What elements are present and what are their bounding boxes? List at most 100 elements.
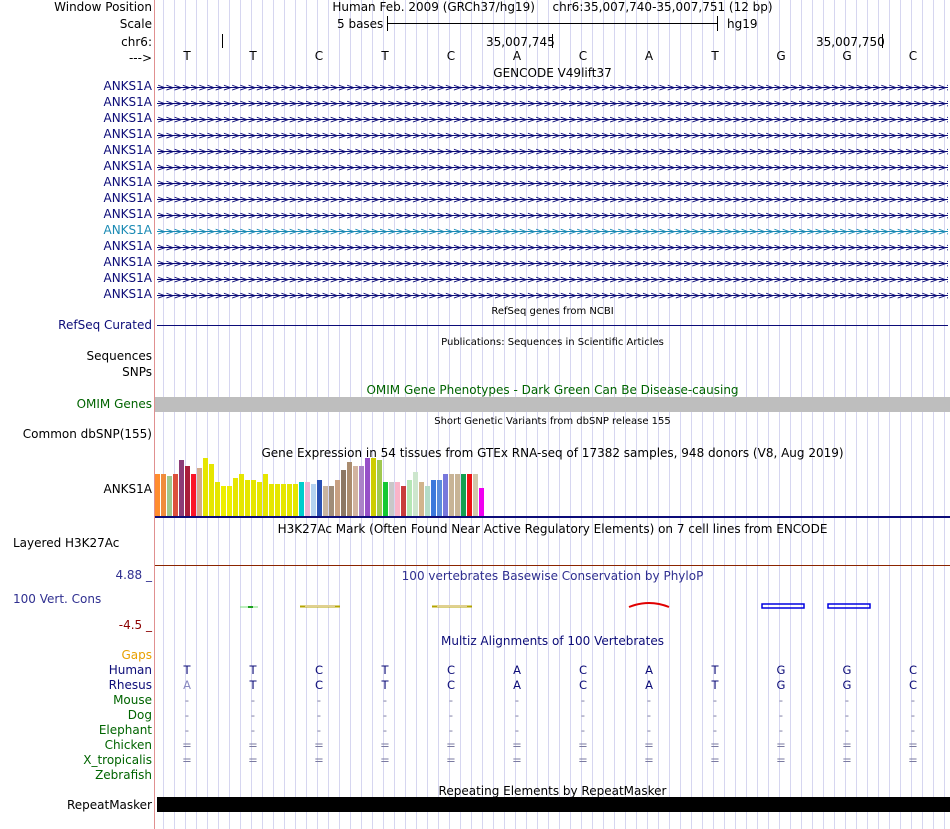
gtex-tissue-bar[interactable] <box>431 480 436 516</box>
repeatmasker-track-label[interactable]: RepeatMasker <box>66 798 152 812</box>
transcript-line[interactable] <box>157 167 948 168</box>
omim-gene-bar[interactable] <box>155 397 950 412</box>
chromosome-label[interactable]: chr6: <box>121 35 152 49</box>
gtex-tissue-bar[interactable] <box>389 482 394 516</box>
gtex-tissue-bar[interactable] <box>203 458 208 516</box>
species-label-rhesus[interactable]: Rhesus <box>108 678 152 692</box>
gene-track-label[interactable]: ANKS1A <box>103 79 152 93</box>
gtex-tissue-bar[interactable] <box>293 484 298 516</box>
gtex-tissue-bar[interactable] <box>281 484 286 516</box>
gtex-tissue-bar[interactable] <box>461 474 466 516</box>
gene-track-label[interactable]: ANKS1A <box>103 191 152 205</box>
gene-track-label[interactable]: ANKS1A <box>103 159 152 173</box>
gtex-tissue-bar[interactable] <box>407 480 412 516</box>
refseq-track-label[interactable]: RefSeq Curated <box>58 318 152 332</box>
strand-toggle[interactable]: ---> <box>128 51 152 65</box>
gtex-tissue-bar[interactable] <box>377 460 382 516</box>
gene-track-label[interactable]: ANKS1A <box>103 207 152 221</box>
gtex-tissue-bar[interactable] <box>191 474 196 516</box>
gtex-bar-chart[interactable] <box>155 458 555 516</box>
gtex-tissue-bar[interactable] <box>287 484 292 516</box>
transcript-line[interactable] <box>157 199 948 200</box>
gtex-tissue-bar[interactable] <box>479 488 484 516</box>
gene-track-label[interactable]: ANKS1A <box>103 271 152 285</box>
species-label-zebrafish[interactable]: Zebrafish <box>95 768 152 782</box>
gtex-tissue-bar[interactable] <box>317 480 322 516</box>
transcript-line[interactable] <box>157 135 948 136</box>
gtex-tissue-bar[interactable] <box>329 486 334 516</box>
gtex-tissue-bar[interactable] <box>335 480 340 516</box>
gene-track-label[interactable]: ANKS1A <box>103 127 152 141</box>
gtex-tissue-bar[interactable] <box>239 474 244 516</box>
gene-track-label[interactable]: ANKS1A <box>103 175 152 189</box>
gene-track-label[interactable]: ANKS1A <box>103 95 152 109</box>
gene-track-label[interactable]: ANKS1A <box>103 143 152 157</box>
gtex-tissue-bar[interactable] <box>173 474 178 516</box>
transcript-line[interactable] <box>157 279 948 280</box>
gtex-tissue-bar[interactable] <box>215 482 220 516</box>
transcript-line[interactable] <box>157 151 948 152</box>
transcript-line[interactable] <box>157 263 948 264</box>
gtex-tissue-bar[interactable] <box>473 474 478 516</box>
transcript-line[interactable] <box>157 87 948 88</box>
gene-track-label[interactable]: ANKS1A <box>103 239 152 253</box>
gtex-tissue-bar[interactable] <box>275 484 280 516</box>
transcript-line[interactable] <box>157 215 948 216</box>
gene-track-label-highlighted[interactable]: ANKS1A <box>103 223 152 237</box>
gtex-tissue-bar[interactable] <box>263 474 268 516</box>
gtex-tissue-bar[interactable] <box>179 460 184 516</box>
gtex-tissue-bar[interactable] <box>419 482 424 516</box>
gtex-tissue-bar[interactable] <box>443 474 448 516</box>
gene-track-label[interactable]: ANKS1A <box>103 111 152 125</box>
h3k27ac-track-label[interactable]: Layered H3K27Ac <box>13 536 120 550</box>
sequences-track-label[interactable]: Sequences <box>86 349 152 363</box>
transcript-line[interactable] <box>157 295 948 296</box>
gtex-tissue-bar[interactable] <box>359 466 364 516</box>
gtex-tissue-bar[interactable] <box>323 486 328 516</box>
gtex-tissue-bar[interactable] <box>221 486 226 516</box>
gtex-tissue-bar[interactable] <box>371 458 376 516</box>
gtex-tissue-bar[interactable] <box>161 474 166 516</box>
gene-track-label[interactable]: ANKS1A <box>103 255 152 269</box>
gtex-tissue-bar[interactable] <box>209 464 214 516</box>
gtex-tissue-bar[interactable] <box>257 482 262 516</box>
snps-track-label[interactable]: SNPs <box>122 365 152 379</box>
species-label-elephant[interactable]: Elephant <box>98 723 152 737</box>
gtex-tissue-bar[interactable] <box>437 480 442 516</box>
transcript-line[interactable] <box>157 103 948 104</box>
gtex-tissue-bar[interactable] <box>185 466 190 516</box>
gtex-tissue-bar[interactable] <box>305 482 310 516</box>
transcript-line[interactable] <box>157 119 948 120</box>
gtex-tissue-bar[interactable] <box>269 484 274 516</box>
species-label-mouse[interactable]: Mouse <box>113 693 152 707</box>
transcript-line[interactable] <box>157 247 948 248</box>
dbsnp-track-label[interactable]: Common dbSNP(155) <box>22 427 152 441</box>
refseq-gene-line[interactable] <box>157 325 948 326</box>
species-label-x-tropicalis[interactable]: X_tropicalis <box>83 753 152 767</box>
cons-track-label[interactable]: 100 Vert. Cons <box>13 592 102 606</box>
track-image-area[interactable]: Human Feb. 2009 (GRCh37/hg19) chr6:35,00… <box>155 0 950 829</box>
gtex-tissue-bar[interactable] <box>299 482 304 516</box>
gtex-tissue-bar[interactable] <box>251 480 256 516</box>
gtex-tissue-bar[interactable] <box>311 484 316 516</box>
gtex-tissue-bar[interactable] <box>341 470 346 516</box>
gtex-tissue-bar[interactable] <box>197 468 202 516</box>
gtex-tissue-bar[interactable] <box>227 486 232 516</box>
species-label-human[interactable]: Human <box>108 663 152 677</box>
gtex-tissue-bar[interactable] <box>167 476 172 516</box>
gtex-tissue-bar[interactable] <box>353 466 358 516</box>
gtex-tissue-bar[interactable] <box>383 482 388 516</box>
gtex-tissue-bar[interactable] <box>155 474 160 516</box>
omim-track-label[interactable]: OMIM Genes <box>76 397 152 411</box>
gtex-tissue-bar[interactable] <box>395 482 400 516</box>
gtex-tissue-bar[interactable] <box>467 474 472 516</box>
gtex-tissue-bar[interactable] <box>413 472 418 516</box>
gtex-tissue-bar[interactable] <box>401 486 406 516</box>
transcript-line[interactable] <box>157 231 948 232</box>
gtex-tissue-bar[interactable] <box>449 474 454 516</box>
phylop-conservation-plot[interactable] <box>155 595 950 615</box>
gtex-track-label[interactable]: ANKS1A <box>103 482 152 496</box>
gtex-tissue-bar[interactable] <box>455 474 460 516</box>
species-label-dog[interactable]: Dog <box>127 708 152 722</box>
